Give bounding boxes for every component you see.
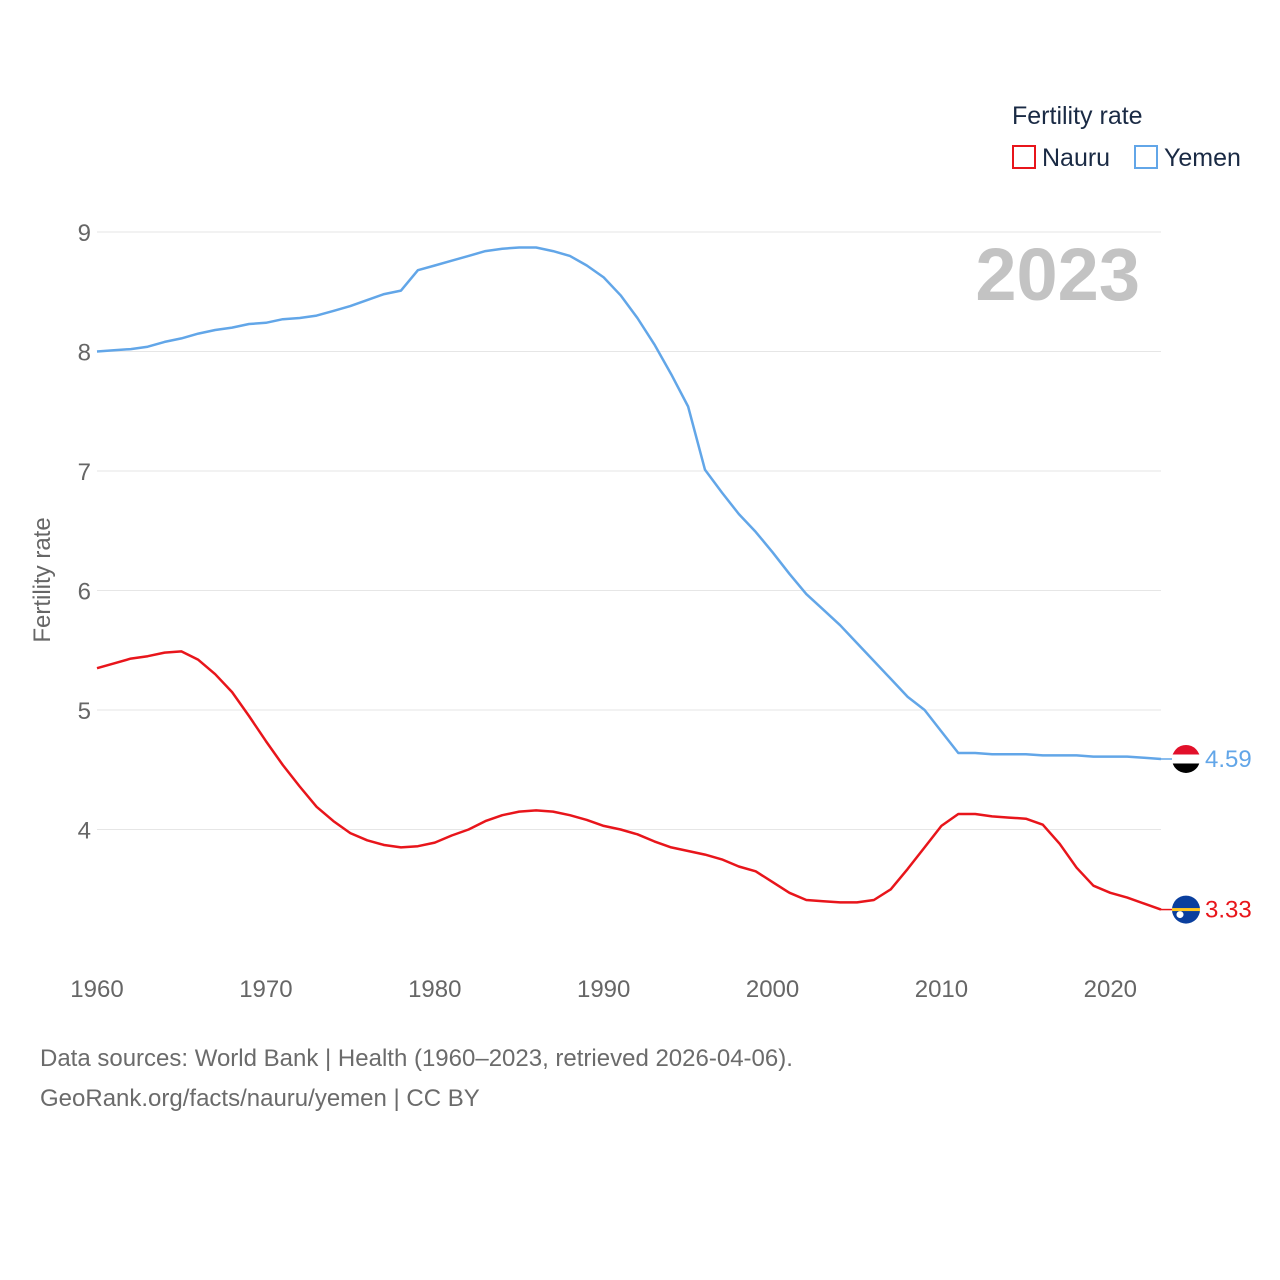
- x-tick-label: 2020: [1084, 976, 1137, 1003]
- y-axis-ticks: 4 5 6 7 8 9: [78, 220, 91, 845]
- y-tick-label: 4: [78, 818, 91, 845]
- legend-label-nauru: Nauru: [1042, 144, 1110, 172]
- legend: Fertility rate Nauru Yemen: [1012, 102, 1241, 172]
- legend-swatch-yemen: [1134, 145, 1158, 169]
- series-line-yemen: [96, 246, 1162, 761]
- x-tick-label: 1970: [239, 976, 292, 1003]
- x-tick-label: 2000: [746, 976, 799, 1003]
- x-axis-ticks: 1960 1970 1980 1990 2000 2010 2020: [70, 976, 1137, 1003]
- legend-swatch-nauru: [1012, 145, 1036, 169]
- gridlines: [97, 231, 1161, 830]
- y-tick-label: 9: [78, 220, 91, 247]
- x-tick-label: 1980: [408, 976, 461, 1003]
- yemen-end-value: 4.59: [1205, 746, 1252, 773]
- y-tick-label: 6: [78, 579, 91, 606]
- y-axis-label: Fertility rate: [29, 517, 56, 642]
- y-tick-label: 5: [78, 698, 91, 725]
- yemen-flag-icon: [1172, 744, 1200, 773]
- nauru-flag-icon: [1172, 895, 1200, 924]
- legend-label-yemen: Yemen: [1164, 144, 1241, 172]
- nauru-end-value: 3.33: [1205, 897, 1252, 924]
- source-url: GeoRank.org/facts/nauru/yemen | CC BY: [40, 1085, 480, 1112]
- data-source-note: Data sources: World Bank | Health (1960–…: [40, 1045, 793, 1072]
- year-badge: 2023: [975, 233, 1140, 316]
- series-end-markers: 4.59 3.33: [1172, 744, 1252, 924]
- y-tick-label: 7: [78, 459, 91, 486]
- x-tick-label: 1990: [577, 976, 630, 1003]
- series-lines: [96, 246, 1172, 911]
- x-tick-label: 1960: [70, 976, 123, 1003]
- x-tick-label: 2010: [915, 976, 968, 1003]
- legend-title: Fertility rate: [1012, 102, 1143, 130]
- series-line-nauru: [96, 650, 1162, 911]
- y-tick-label: 8: [78, 340, 91, 367]
